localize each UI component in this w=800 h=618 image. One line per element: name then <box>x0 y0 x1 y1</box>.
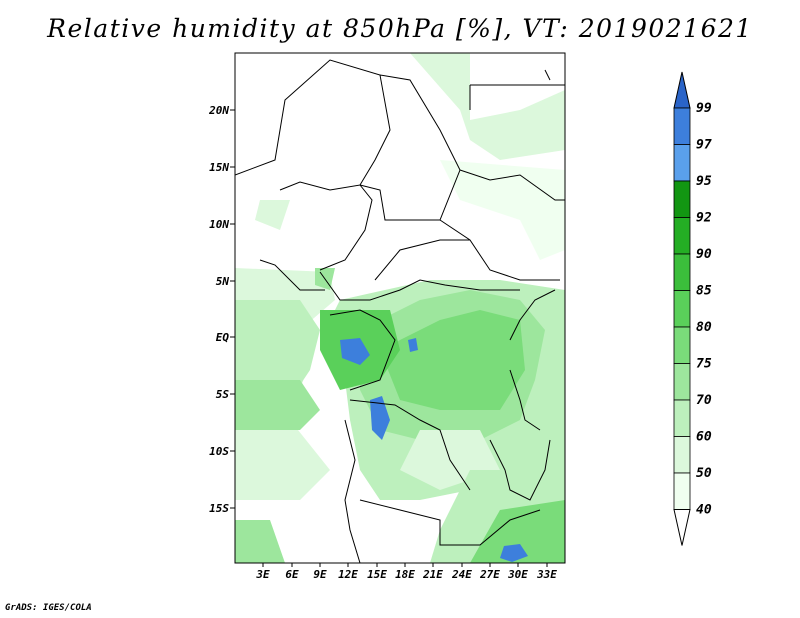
colorbar-label: 60 <box>696 430 712 445</box>
chart-title: Relative humidity at 850hPa [%], VT: 201… <box>47 14 753 43</box>
colorbar: 99 97 95 92 90 85 80 75 70 60 50 40 <box>673 71 712 546</box>
colorbar-swatch <box>673 144 691 182</box>
colorbar-label: 85 <box>696 284 712 299</box>
colorbar-label: 90 <box>696 247 712 262</box>
colorbar-swatch <box>673 253 691 291</box>
colorbar-swatch <box>673 436 691 474</box>
lon-tick-label: 3E <box>255 568 270 581</box>
lon-tick-label: 27E <box>479 568 500 581</box>
lat-tick-label: 10N <box>209 218 229 231</box>
lat-tick-label: 15S <box>209 502 229 515</box>
lat-tick-label: 5N <box>216 275 230 288</box>
colorbar-swatch <box>673 217 691 255</box>
colorbar-label: 92 <box>696 211 712 226</box>
lat-tick-marks <box>230 109 235 509</box>
colorbar-swatch <box>673 399 691 437</box>
map-frame <box>234 52 566 564</box>
colorbar-bottom-arrow <box>673 509 691 546</box>
colorbar-swatch <box>673 472 691 510</box>
lon-tick-label: 24E <box>451 568 472 581</box>
colorbar-label: 50 <box>696 466 712 481</box>
colorbar-swatch <box>673 326 691 364</box>
colorbar-label: 95 <box>696 174 712 189</box>
colorbar-label: 97 <box>696 138 712 153</box>
lat-tick-label: 5S <box>216 388 230 401</box>
lon-tick-marks <box>262 563 548 567</box>
lat-tick-label: 10S <box>209 445 229 458</box>
lon-tick-label: 30E <box>507 568 528 581</box>
colorbar-label: 80 <box>696 320 712 335</box>
colorbar-swatch <box>673 107 691 145</box>
humidity-field <box>235 53 565 563</box>
lon-tick-label: 9E <box>313 568 327 581</box>
colorbar-label: 70 <box>696 393 712 408</box>
lon-tick-label: 18E <box>395 568 415 581</box>
colorbar-top-arrow <box>673 71 691 109</box>
country-boundaries <box>235 59 565 563</box>
lon-tick-label: 21E <box>422 568 443 581</box>
colorbar-label: 99 <box>696 101 712 116</box>
lon-tick-label: 15E <box>367 568 387 581</box>
colorbar-swatch <box>673 363 691 401</box>
lat-tick-label: 20N <box>208 104 229 117</box>
lon-tick-label: 33E <box>536 568 557 581</box>
lat-tick-label: 15N <box>209 161 229 174</box>
colorbar-label: 40 <box>696 503 712 518</box>
colorbar-swatch <box>673 180 691 218</box>
lat-tick-label: EQ <box>216 331 230 344</box>
colorbar-swatch <box>673 290 691 328</box>
lon-tick-label: 12E <box>338 568 358 581</box>
credit-label: GrADS: IGES/COLA <box>5 603 92 613</box>
lon-tick-label: 6E <box>285 568 299 581</box>
colorbar-label: 75 <box>696 357 712 372</box>
